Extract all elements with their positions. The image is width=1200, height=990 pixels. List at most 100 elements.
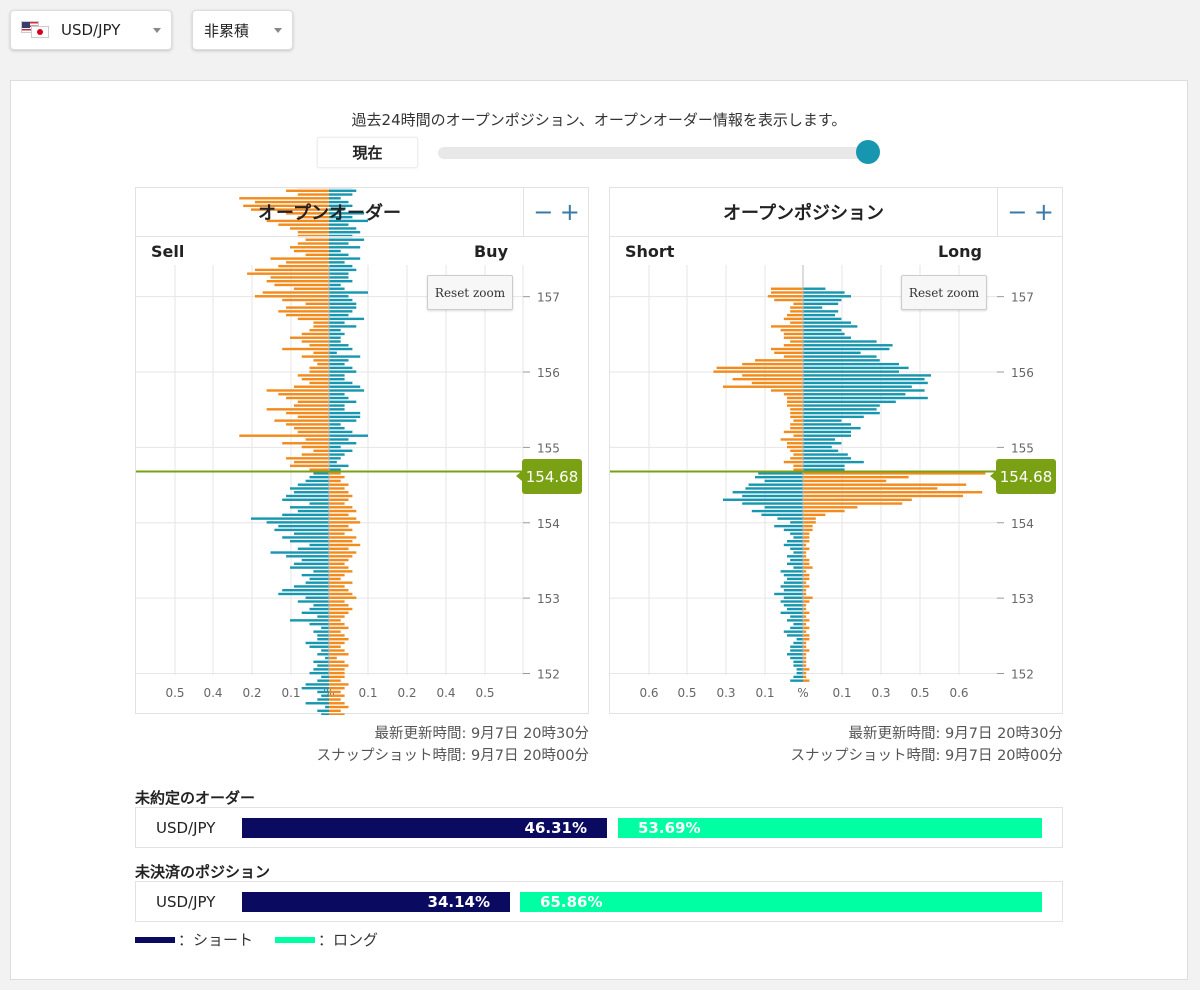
- percent-tick-label: 0.5: [165, 686, 184, 700]
- data-bar: [329, 698, 341, 701]
- data-bar: [803, 638, 810, 641]
- data-bar: [803, 630, 807, 633]
- data-bar: [793, 468, 803, 471]
- data-bar: [803, 615, 807, 618]
- data-bar: [329, 498, 349, 501]
- data-bar: [803, 430, 851, 434]
- data-bar: [803, 592, 807, 596]
- snapshot-time: スナップショット時間: 9月7日 20時00分: [316, 748, 589, 764]
- data-bar: [286, 555, 329, 558]
- data-bar: [793, 641, 803, 645]
- price-tick-label: 156: [537, 366, 560, 380]
- data-bar: [790, 679, 803, 682]
- buy-label: Buy: [473, 242, 508, 261]
- data-bar: [321, 694, 329, 697]
- currency-pair-dropdown[interactable]: USD/JPY: [10, 10, 172, 50]
- zoom-in-button[interactable]: +: [1033, 198, 1054, 226]
- data-bar: [309, 577, 329, 581]
- price-tick-label: 153: [1011, 592, 1034, 606]
- price-tick-label: 152: [1011, 667, 1034, 681]
- data-bar: [282, 513, 329, 517]
- data-bar: [309, 468, 329, 471]
- data-bar: [787, 619, 803, 622]
- percent-tick-label: 0.4: [203, 686, 222, 700]
- data-bar: [803, 321, 851, 324]
- data-bar: [321, 649, 329, 652]
- data-bar: [329, 193, 353, 196]
- data-bar: [293, 287, 329, 290]
- zoom-in-button[interactable]: +: [559, 198, 580, 226]
- data-bar: [286, 306, 329, 309]
- data-bar: [266, 280, 329, 283]
- data-bar: [790, 411, 803, 415]
- short-ratio-bar: 46.31%: [242, 818, 607, 838]
- time-slider-track[interactable]: [438, 147, 876, 159]
- data-bar: [329, 396, 349, 400]
- data-bar: [774, 351, 803, 355]
- data-bar: [282, 589, 329, 592]
- data-bar: [329, 208, 345, 211]
- data-bar: [793, 566, 803, 569]
- data-bar: [290, 566, 329, 569]
- data-bar: [325, 705, 329, 709]
- data-bar: [301, 355, 329, 358]
- zoom-out-button[interactable]: −: [1007, 198, 1028, 226]
- data-bar: [777, 517, 803, 520]
- description-text: 過去24時間のオープンポジション、オープンオーダー情報を表示します。: [351, 111, 847, 129]
- data-bar: [329, 509, 357, 513]
- data-bar: [266, 389, 329, 392]
- chart-title: オープンオーダー: [136, 188, 523, 237]
- data-bar: [803, 566, 813, 569]
- data-bar: [329, 585, 345, 588]
- data-bar: [803, 581, 807, 584]
- main-panel: 過去24時間のオープンポジション、オープンオーダー情報を表示します。 現在 15…: [10, 80, 1188, 980]
- data-bar: [803, 419, 842, 422]
- data-bar: [305, 253, 329, 257]
- percent-tick-label: 0.2: [242, 686, 261, 700]
- data-bar: [329, 543, 361, 547]
- data-bar: [783, 355, 803, 358]
- data-bar: [803, 521, 816, 524]
- data-bar: [305, 438, 329, 441]
- data-bar: [803, 426, 861, 430]
- data-bar: [286, 261, 329, 264]
- data-bar: [329, 686, 345, 690]
- time-slider-handle[interactable]: [856, 140, 880, 164]
- data-bar: [758, 472, 803, 475]
- data-bar: [329, 702, 345, 705]
- data-bar: [803, 479, 887, 483]
- data-bar: [313, 449, 329, 452]
- data-bar: [771, 291, 803, 294]
- data-bar: [793, 464, 803, 468]
- currency-pair-value: USD/JPY: [61, 21, 121, 39]
- open-orders-plot[interactable]: 1571561551541531520.50.40.20.1%0.10.20.4…: [136, 188, 590, 715]
- accumulation-mode-dropdown[interactable]: 非累積: [192, 10, 293, 50]
- data-bar: [803, 313, 835, 317]
- data-bar: [329, 400, 357, 403]
- data-bar: [803, 389, 925, 392]
- percent-tick-label: 0.5: [677, 686, 696, 700]
- zoom-out-button[interactable]: −: [533, 198, 554, 226]
- data-bar: [329, 238, 365, 241]
- data-bar: [278, 524, 329, 528]
- data-bar: [803, 656, 807, 660]
- data-bar: [329, 257, 361, 260]
- data-bar: [803, 600, 810, 603]
- data-bar: [780, 438, 803, 441]
- percent-tick-label: 0.6: [949, 686, 968, 700]
- reset-zoom-button[interactable]: Reset zoom: [427, 275, 513, 310]
- data-bar: [780, 585, 803, 588]
- data-bar: [329, 694, 345, 697]
- data-bar: [297, 483, 329, 486]
- open-positions-plot[interactable]: 157 156 155 154 153 152 0.6 0.5 0.3 0.1% 0.1 0.3 0.5…: [610, 188, 1064, 715]
- data-bar: [803, 381, 928, 385]
- data-bar: [803, 589, 807, 592]
- data-bar: [803, 287, 826, 290]
- data-bar: [286, 313, 329, 317]
- data-bar: [783, 332, 803, 336]
- data-bar: [803, 626, 810, 630]
- reset-zoom-button[interactable]: Reset zoom: [901, 275, 987, 310]
- data-bar: [329, 261, 345, 264]
- data-bar: [783, 528, 803, 532]
- data-bar: [755, 475, 803, 479]
